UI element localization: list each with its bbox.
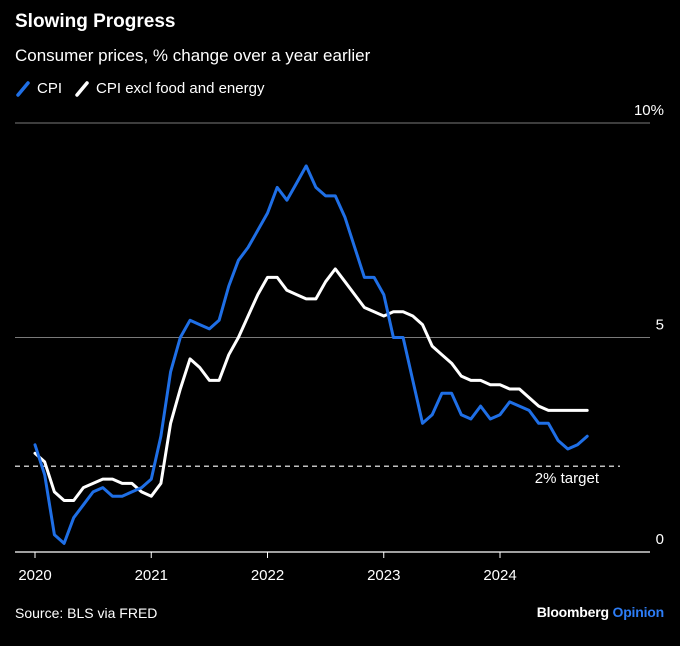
grid-layer — [15, 122, 650, 553]
brand-name: Bloomberg — [536, 604, 609, 620]
brand-logo: Bloomberg Opinion — [537, 604, 664, 620]
brand-suffix: Opinion — [612, 604, 665, 620]
x-tick-label: 2022 — [251, 567, 284, 584]
chart-title: Slowing Progress — [15, 11, 176, 32]
legend-item-cpi: CPI — [15, 80, 62, 97]
y-tick-label: 0 — [656, 531, 664, 548]
series-line-core-cpi — [33, 267, 589, 502]
target-label: 2% target — [535, 470, 600, 487]
y-tick-label: 5 — [656, 317, 664, 334]
series-line-cpi — [33, 164, 589, 545]
axis-layer — [34, 552, 501, 558]
legend-label-cpi: CPI — [37, 80, 63, 97]
x-tick-label: 2021 — [135, 567, 168, 584]
legend: CPI CPI excl food and energy — [15, 80, 276, 97]
chart-subtitle: Consumer prices, % change over a year ea… — [15, 46, 371, 65]
series-layer — [33, 164, 589, 545]
legend-swatch-cpi — [16, 80, 30, 97]
x-tick-label: 2024 — [483, 567, 516, 584]
y-tick-label: 10% — [634, 102, 664, 119]
legend-item-core-cpi: CPI excl food and energy — [74, 80, 264, 97]
source-note: Source: BLS via FRED — [15, 605, 158, 621]
legend-label-core-cpi: CPI excl food and energy — [96, 80, 265, 97]
x-tick-label: 2023 — [367, 567, 400, 584]
legend-swatch-core-cpi — [75, 80, 89, 97]
label-layer: 0 5 10% 2020 2021 2022 2023 2024 2% target — [18, 102, 664, 584]
x-tick-label: 2020 — [18, 567, 51, 584]
